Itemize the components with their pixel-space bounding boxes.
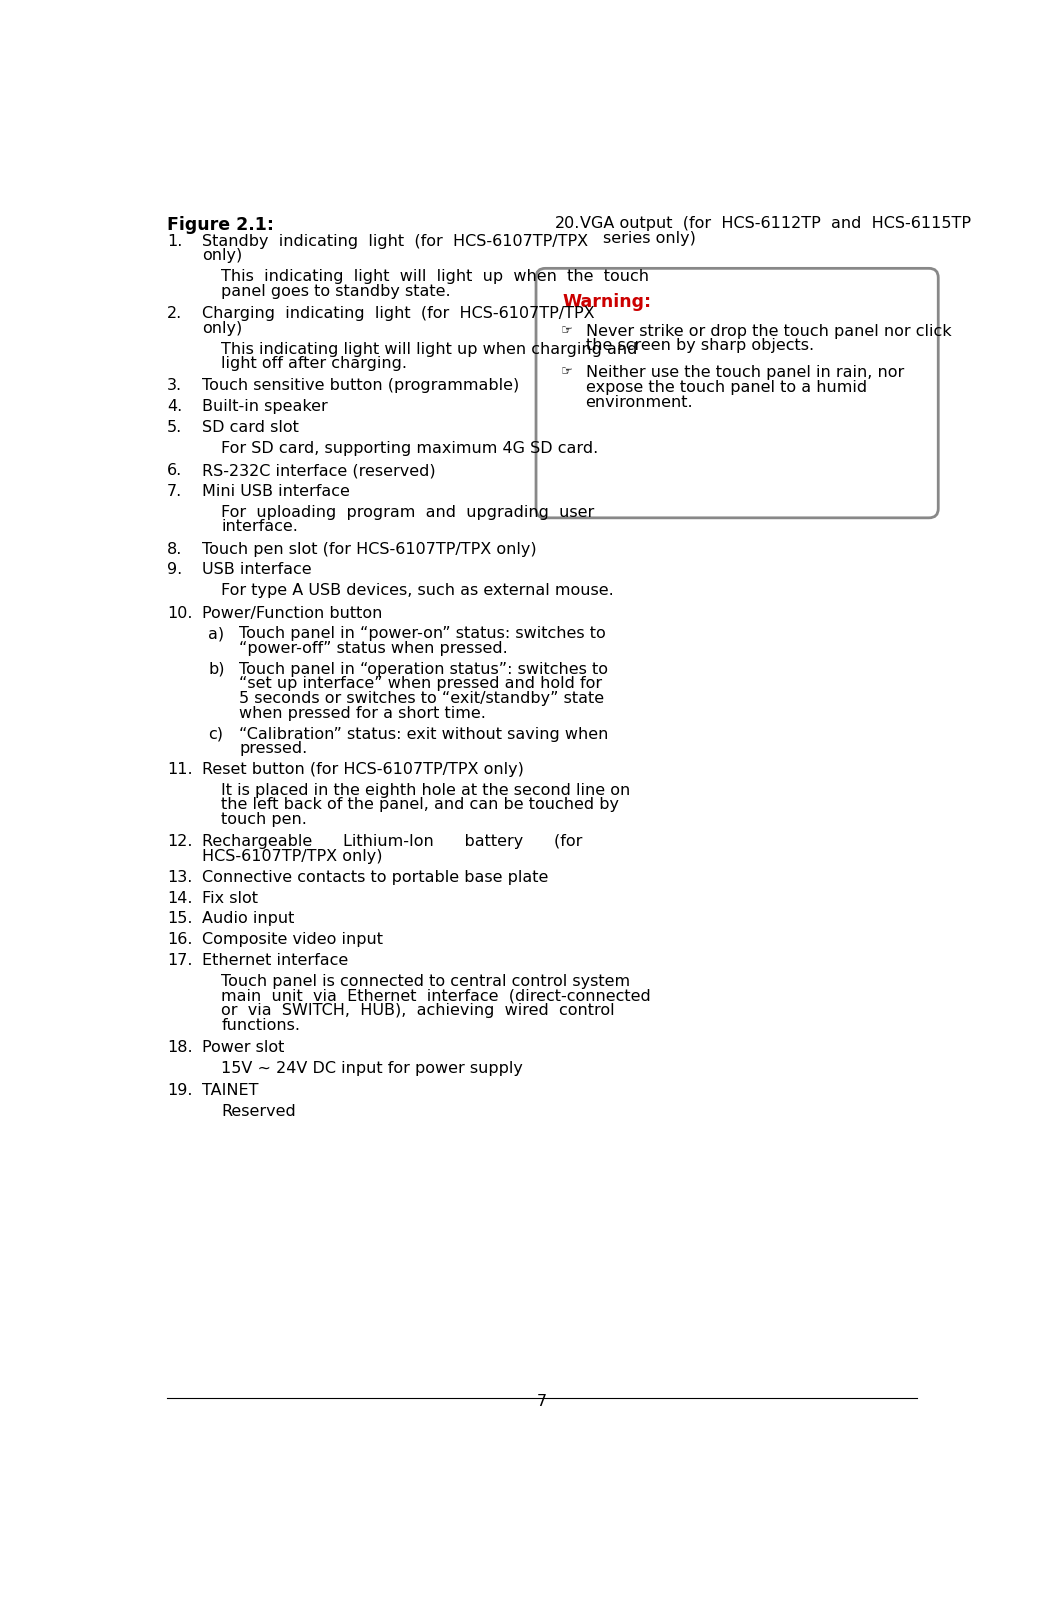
Text: 5 seconds or switches to “exit/standby” state: 5 seconds or switches to “exit/standby” … [239,692,604,706]
Text: 2.: 2. [167,306,182,322]
Text: Standby  indicating  light  (for  HCS-6107TP/TPX: Standby indicating light (for HCS-6107TP… [202,234,588,248]
Text: “Calibration” status: exit without saving when: “Calibration” status: exit without savin… [239,727,608,741]
Text: Power slot: Power slot [202,1041,285,1055]
Text: 1.: 1. [167,234,182,248]
Text: Touch panel in “operation status”: switches to: Touch panel in “operation status”: switc… [239,661,608,677]
Text: Figure 2.1:: Figure 2.1: [167,216,274,234]
Text: only): only) [202,320,242,336]
Text: 15.: 15. [167,911,193,927]
Text: 14.: 14. [167,890,193,906]
Text: Mini USB interface: Mini USB interface [202,484,350,500]
Text: Rechargeable      Lithium-Ion      battery      (for: Rechargeable Lithium-Ion battery (for [202,834,582,849]
Text: when pressed for a short time.: when pressed for a short time. [239,706,486,720]
Text: main  unit  via  Ethernet  interface  (direct-connected: main unit via Ethernet interface (direct… [221,988,651,1004]
Text: 19.: 19. [167,1082,193,1098]
Text: HCS-6107TP/TPX only): HCS-6107TP/TPX only) [202,849,383,865]
Text: functions.: functions. [221,1018,300,1033]
Text: 10.: 10. [167,605,193,621]
Text: Touch sensitive button (programmable): Touch sensitive button (programmable) [202,378,519,394]
Text: b): b) [208,661,224,677]
Text: the left back of the panel, and can be touched by: the left back of the panel, and can be t… [221,797,619,812]
Text: For type A USB devices, such as external mouse.: For type A USB devices, such as external… [221,583,614,599]
Text: SD card slot: SD card slot [202,419,298,435]
Text: the screen by sharp objects.: the screen by sharp objects. [586,338,814,354]
Text: 15V ~ 24V DC input for power supply: 15V ~ 24V DC input for power supply [221,1061,524,1076]
Text: Touch panel in “power-on” status: switches to: Touch panel in “power-on” status: switch… [239,626,606,642]
Text: 7.: 7. [167,484,182,500]
Text: Neither use the touch panel in rain, nor: Neither use the touch panel in rain, nor [586,365,904,381]
Text: 7: 7 [537,1394,547,1409]
Text: USB interface: USB interface [202,562,312,578]
Text: Ethernet interface: Ethernet interface [202,953,348,969]
Text: only): only) [202,248,242,263]
Text: c): c) [208,727,223,741]
Text: For SD card, supporting maximum 4G SD card.: For SD card, supporting maximum 4G SD ca… [221,440,599,456]
Text: For  uploading  program  and  upgrading  user: For uploading program and upgrading user [221,504,595,520]
Text: This  indicating  light  will  light  up  when  the  touch: This indicating light will light up when… [221,269,650,283]
Text: 3.: 3. [167,378,182,394]
Text: Reset button (for HCS-6107TP/TPX only): Reset button (for HCS-6107TP/TPX only) [202,762,524,776]
Text: Touch pen slot (for HCS-6107TP/TPX only): Touch pen slot (for HCS-6107TP/TPX only) [202,541,536,557]
Text: “power-off” status when pressed.: “power-off” status when pressed. [239,640,508,656]
Text: touch pen.: touch pen. [221,812,307,828]
Text: interface.: interface. [221,519,298,535]
Text: 6.: 6. [167,463,182,479]
Text: environment.: environment. [586,394,693,410]
Text: light off after charging.: light off after charging. [221,355,407,371]
Text: 13.: 13. [167,869,193,885]
Text: or  via  SWITCH,  HUB),  achieving  wired  control: or via SWITCH, HUB), achieving wired con… [221,1002,615,1018]
Text: Power/Function button: Power/Function button [202,605,382,621]
Text: 17.: 17. [167,953,193,969]
Text: 9.: 9. [167,562,182,578]
Text: Audio input: Audio input [202,911,294,927]
Text: VGA output  (for  HCS-6112TP  and  HCS-6115TP: VGA output (for HCS-6112TP and HCS-6115T… [580,216,971,231]
Text: Charging  indicating  light  (for  HCS-6107TP/TPX: Charging indicating light (for HCS-6107T… [202,306,595,322]
Text: Fix slot: Fix slot [202,890,258,906]
Text: panel goes to standby state.: panel goes to standby state. [221,283,451,299]
Text: series only): series only) [603,231,696,245]
Text: RS-232C interface (reserved): RS-232C interface (reserved) [202,463,436,479]
Text: 20.: 20. [554,216,580,231]
FancyBboxPatch shape [536,269,938,517]
Text: “set up interface” when pressed and hold for: “set up interface” when pressed and hold… [239,677,602,692]
Text: Touch panel is connected to central control system: Touch panel is connected to central cont… [221,973,631,989]
Text: 16.: 16. [167,932,193,948]
Text: Never strike or drop the touch panel nor click: Never strike or drop the touch panel nor… [586,323,951,339]
Text: expose the touch panel to a humid: expose the touch panel to a humid [586,379,867,395]
Text: Built-in speaker: Built-in speaker [202,399,328,415]
Text: 12.: 12. [167,834,193,849]
Text: 5.: 5. [167,419,182,435]
Text: 18.: 18. [167,1041,193,1055]
Text: 8.: 8. [167,541,182,557]
Text: 11.: 11. [167,762,193,776]
Text: Warning:: Warning: [563,293,652,311]
Text: a): a) [208,626,224,642]
Text: Connective contacts to portable base plate: Connective contacts to portable base pla… [202,869,548,885]
Text: ☞: ☞ [561,323,572,336]
Text: It is placed in the eighth hole at the second line on: It is placed in the eighth hole at the s… [221,783,631,797]
Text: Composite video input: Composite video input [202,932,383,948]
Text: pressed.: pressed. [239,741,308,756]
Text: This indicating light will light up when charging and: This indicating light will light up when… [221,341,638,357]
Text: Reserved: Reserved [221,1103,296,1119]
Text: TAINET: TAINET [202,1082,258,1098]
Text: 4.: 4. [167,399,182,415]
Text: ☞: ☞ [561,365,572,378]
